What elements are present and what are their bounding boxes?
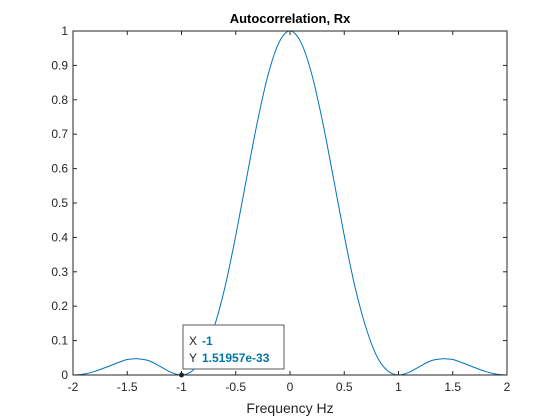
y-tick-label: 0.5	[51, 196, 68, 210]
data-tip[interactable]: X -1 Y 1.51957e-33	[179, 324, 285, 378]
y-tick-label: 0.3	[51, 265, 68, 279]
x-tick-label: 2	[504, 380, 511, 394]
y-tick-label: 0.8	[51, 93, 68, 107]
data-tip-x-key: X	[189, 334, 197, 348]
x-tick-label: -1	[176, 380, 187, 394]
x-tick-label: -0.5	[225, 380, 246, 394]
plot-background	[73, 31, 507, 375]
data-tip-y-value: 1.51957e-33	[202, 351, 270, 365]
y-tick-label: 0.2	[51, 299, 68, 313]
x-tick-label: 1.5	[444, 380, 461, 394]
plot-box	[72, 30, 508, 376]
y-tick-label: 0.7	[51, 127, 68, 141]
data-tip-box	[182, 324, 285, 370]
x-tick-label: 0	[287, 380, 294, 394]
y-tick-label: 0	[61, 368, 68, 382]
y-tick-label: 1	[61, 24, 68, 38]
x-tick-label: 1	[395, 380, 402, 394]
data-tip-y-key: Y	[189, 351, 197, 365]
data-tip-marker[interactable]	[179, 372, 184, 378]
x-axis-label: Frequency Hz	[246, 400, 333, 416]
chart-title: Autocorrelation, Rx	[230, 11, 351, 26]
x-tick-label: -1.5	[117, 380, 138, 394]
y-tick-label: 0.1	[51, 334, 68, 348]
y-tick-label: 0.4	[51, 230, 68, 244]
y-tick-label: 0.6	[51, 162, 68, 176]
y-axis-ticks: 0 0.1 0.2 0.3 0.4 0.5 0.6 0.7 0.8 0.9 1	[51, 24, 507, 382]
data-tip-x-value: -1	[202, 334, 213, 348]
x-tick-label: 0.5	[336, 380, 353, 394]
y-tick-label: 0.9	[51, 58, 68, 72]
x-tick-label: -2	[68, 380, 79, 394]
